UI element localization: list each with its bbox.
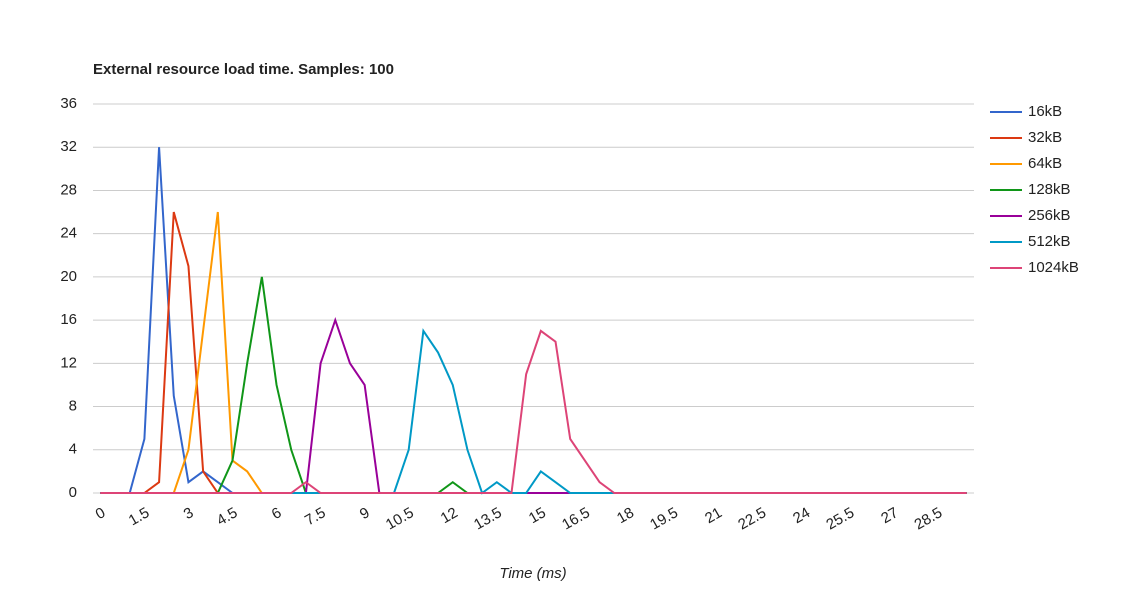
x-axis-title: Time (ms) xyxy=(499,565,566,582)
x-tick-label: 6 xyxy=(269,504,285,523)
y-tick-label: 12 xyxy=(60,354,77,371)
x-tick-label: 0 xyxy=(93,504,109,523)
y-tick-label: 0 xyxy=(69,484,77,501)
x-tick-label: 28.5 xyxy=(911,504,945,533)
x-tick-label: 22.5 xyxy=(735,504,769,533)
y-tick-label: 8 xyxy=(69,398,77,415)
x-tick-label: 21 xyxy=(702,504,725,527)
x-tick-label: 9 xyxy=(357,504,373,523)
x-tick-label: 1.5 xyxy=(126,504,153,529)
x-tick-label: 7.5 xyxy=(302,504,329,529)
legend-label: 128kB xyxy=(1028,181,1071,198)
series-line xyxy=(100,329,967,494)
x-tick-label: 13.5 xyxy=(471,504,505,533)
x-tick-label: 24 xyxy=(790,504,813,527)
legend-label: 16kB xyxy=(1028,103,1062,120)
legend-label: 32kB xyxy=(1028,129,1062,146)
legend-label: 1024kB xyxy=(1028,259,1079,276)
y-tick-label: 20 xyxy=(60,268,77,285)
x-tick-label: 3 xyxy=(181,504,197,523)
x-tick-label: 18 xyxy=(614,504,637,527)
x-tick-label: 25.5 xyxy=(823,504,857,533)
chart-title: External resource load time. Samples: 10… xyxy=(93,61,394,78)
series-line xyxy=(100,276,967,494)
y-tick-label: 36 xyxy=(60,95,77,112)
y-tick-label: 28 xyxy=(60,181,77,198)
x-tick-label: 10.5 xyxy=(383,504,417,533)
x-tick-label: 27 xyxy=(878,504,901,527)
y-tick-label: 32 xyxy=(60,138,77,155)
legend-label: 64kB xyxy=(1028,155,1062,172)
legend-label: 256kB xyxy=(1028,207,1071,224)
y-tick-label: 16 xyxy=(60,311,77,328)
x-tick-label: 4.5 xyxy=(214,504,241,529)
x-tick-label: 19.5 xyxy=(647,504,681,533)
x-tick-label: 12 xyxy=(438,504,461,527)
x-tick-label: 15 xyxy=(526,504,549,527)
legend-label: 512kB xyxy=(1028,233,1071,250)
x-tick-label: 16.5 xyxy=(559,504,593,533)
y-tick-label: 24 xyxy=(60,225,77,242)
y-tick-label: 4 xyxy=(69,441,77,458)
